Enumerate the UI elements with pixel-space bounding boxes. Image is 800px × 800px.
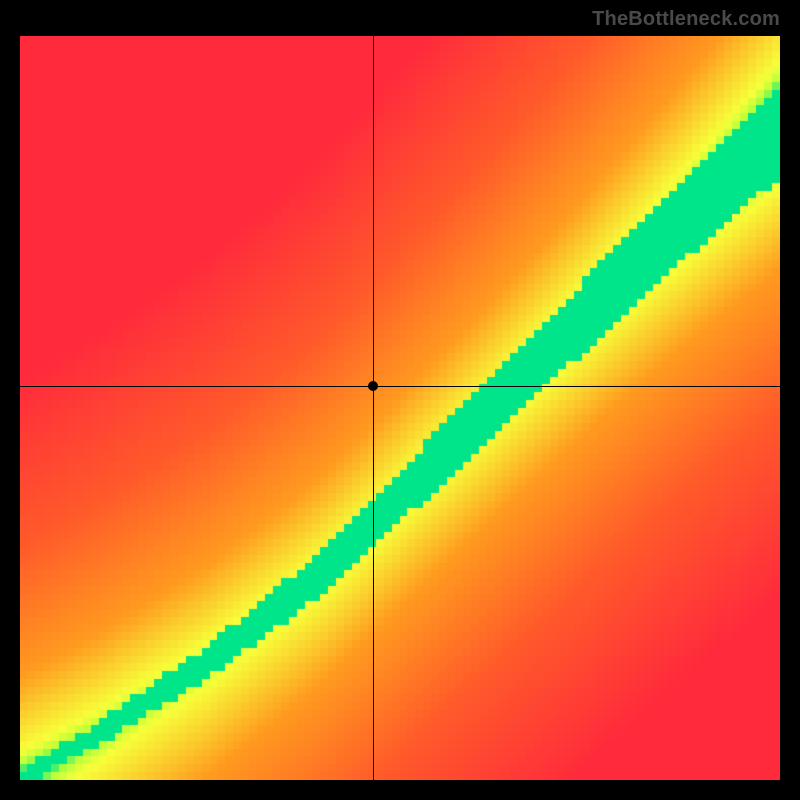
bottleneck-heatmap — [20, 36, 780, 780]
crosshair-vertical — [373, 36, 374, 780]
figure-frame: TheBottleneck.com — [0, 0, 800, 800]
watermark-text: TheBottleneck.com — [592, 8, 780, 31]
crosshair-horizontal — [20, 386, 780, 387]
plot-area — [20, 36, 780, 780]
